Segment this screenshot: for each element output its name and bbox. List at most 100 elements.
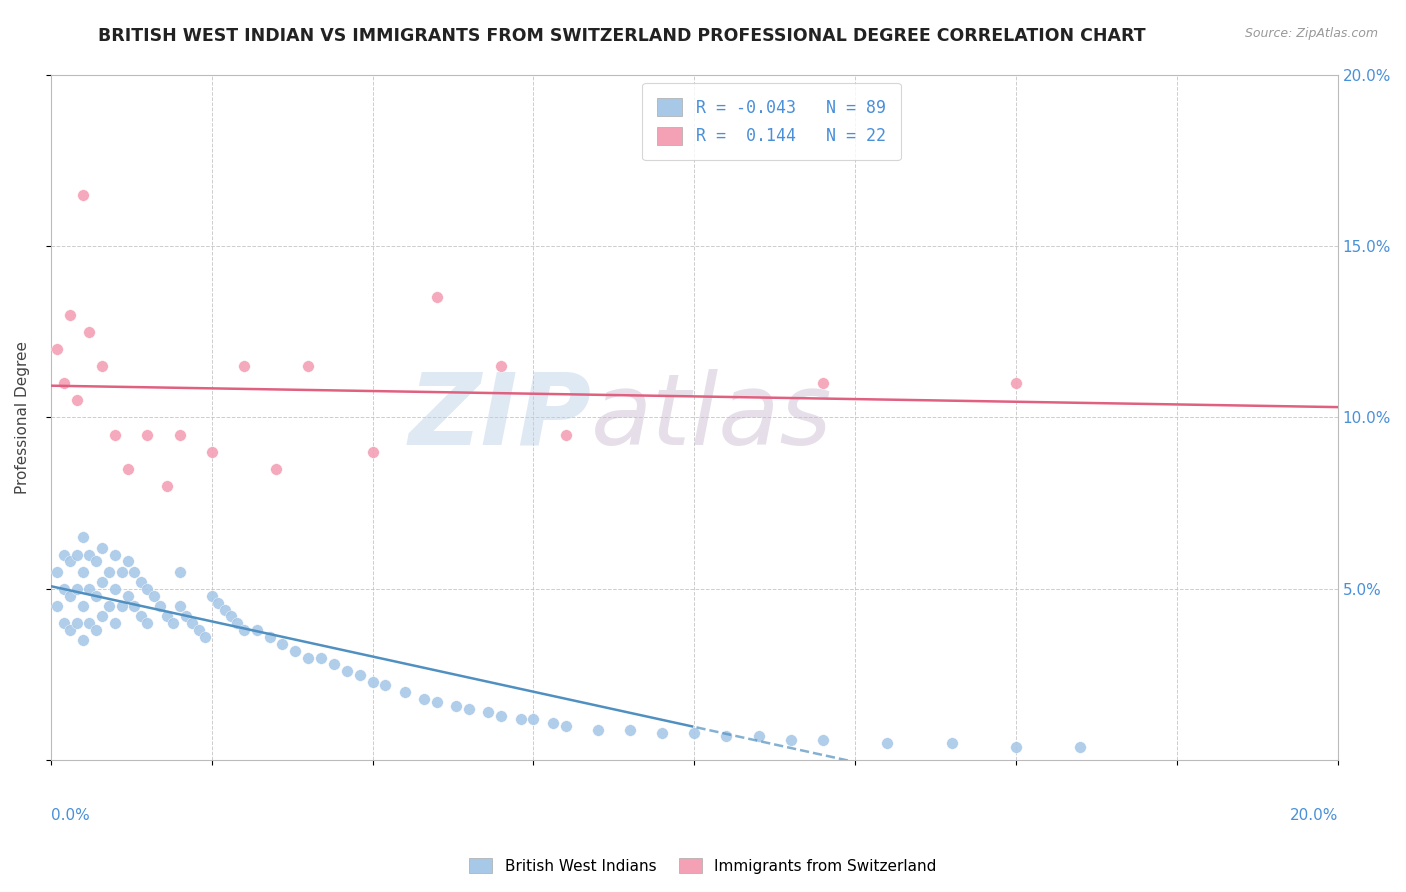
Point (91, 575, 114, 590)
Point (651, 726, 673, 740)
Point (84, 623, 107, 637)
Point (79, 548, 101, 562)
Point (59, 623, 82, 637)
Point (65, 393, 87, 408)
Point (72, 599, 94, 613)
Point (117, 462, 139, 476)
Point (491, 359, 513, 373)
Point (1005, 739, 1028, 754)
Point (104, 616, 127, 631)
Point (426, 290, 449, 304)
Point (124, 565, 146, 579)
Point (91, 609, 114, 624)
Point (426, 695, 449, 709)
Point (79, 325, 101, 339)
Point (136, 616, 159, 631)
Point (297, 359, 319, 373)
Point (149, 599, 172, 613)
Point (142, 589, 165, 603)
Point (169, 565, 191, 579)
Point (201, 444, 224, 458)
Point (232, 623, 254, 637)
Point (59, 308, 82, 322)
Y-axis label: Professional Degree: Professional Degree (15, 341, 30, 494)
Point (72, 531, 94, 545)
Point (156, 609, 179, 624)
Point (619, 723, 641, 737)
Point (84, 589, 107, 603)
Point (79, 582, 101, 596)
Point (169, 599, 191, 613)
Point (72, 565, 94, 579)
Point (541, 715, 564, 730)
Point (586, 723, 609, 737)
Point (246, 623, 269, 637)
Point (117, 554, 139, 568)
Point (394, 685, 416, 699)
Point (174, 609, 197, 624)
Point (162, 616, 184, 631)
Point (84, 554, 107, 568)
Point (91, 359, 114, 373)
Point (52, 582, 75, 596)
Point (297, 650, 319, 665)
Point (477, 706, 499, 720)
Point (207, 596, 229, 610)
Point (97, 565, 120, 579)
Point (72, 187, 94, 202)
Point (259, 630, 281, 644)
Point (444, 698, 467, 713)
Point (46, 599, 69, 613)
Point (374, 678, 396, 692)
Point (65, 616, 87, 631)
Point (349, 667, 371, 681)
Point (91, 541, 114, 555)
Point (271, 637, 294, 651)
Point (811, 376, 834, 391)
Point (214, 602, 236, 616)
Point (110, 565, 132, 579)
Text: atlas: atlas (592, 369, 832, 466)
Point (187, 623, 209, 637)
Point (779, 732, 801, 747)
Point (309, 650, 332, 665)
Point (458, 702, 481, 716)
Point (181, 616, 204, 631)
Point (104, 548, 127, 562)
Point (876, 736, 898, 750)
Point (52, 376, 75, 391)
Point (509, 712, 531, 726)
Point (683, 726, 706, 740)
Point (117, 589, 139, 603)
Point (110, 599, 132, 613)
Point (136, 582, 159, 596)
Point (52, 616, 75, 631)
Point (336, 665, 359, 679)
Legend: R = -0.043   N = 89, R =  0.144   N = 22: R = -0.043 N = 89, R = 0.144 N = 22 (643, 83, 901, 161)
Text: 0.0%: 0.0% (51, 808, 90, 823)
Point (941, 736, 963, 750)
Point (59, 554, 82, 568)
Point (361, 444, 384, 458)
Point (413, 691, 436, 706)
Legend: British West Indians, Immigrants from Switzerland: British West Indians, Immigrants from Sw… (464, 852, 942, 880)
Point (52, 548, 75, 562)
Point (226, 616, 249, 631)
Point (554, 427, 576, 442)
Point (1005, 376, 1028, 391)
Point (104, 427, 127, 442)
Point (1069, 739, 1091, 754)
Text: 20.0%: 20.0% (1289, 808, 1337, 823)
Point (219, 609, 242, 624)
Point (169, 427, 191, 442)
Point (201, 589, 224, 603)
Text: Source: ZipAtlas.com: Source: ZipAtlas.com (1244, 27, 1378, 40)
Point (491, 708, 513, 723)
Text: BRITISH WEST INDIAN VS IMMIGRANTS FROM SWITZERLAND PROFESSIONAL DEGREE CORRELATI: BRITISH WEST INDIAN VS IMMIGRANTS FROM S… (98, 27, 1146, 45)
Point (522, 712, 544, 726)
Point (136, 427, 159, 442)
Point (284, 643, 307, 657)
Point (79, 616, 101, 631)
Point (194, 630, 217, 644)
Point (59, 589, 82, 603)
